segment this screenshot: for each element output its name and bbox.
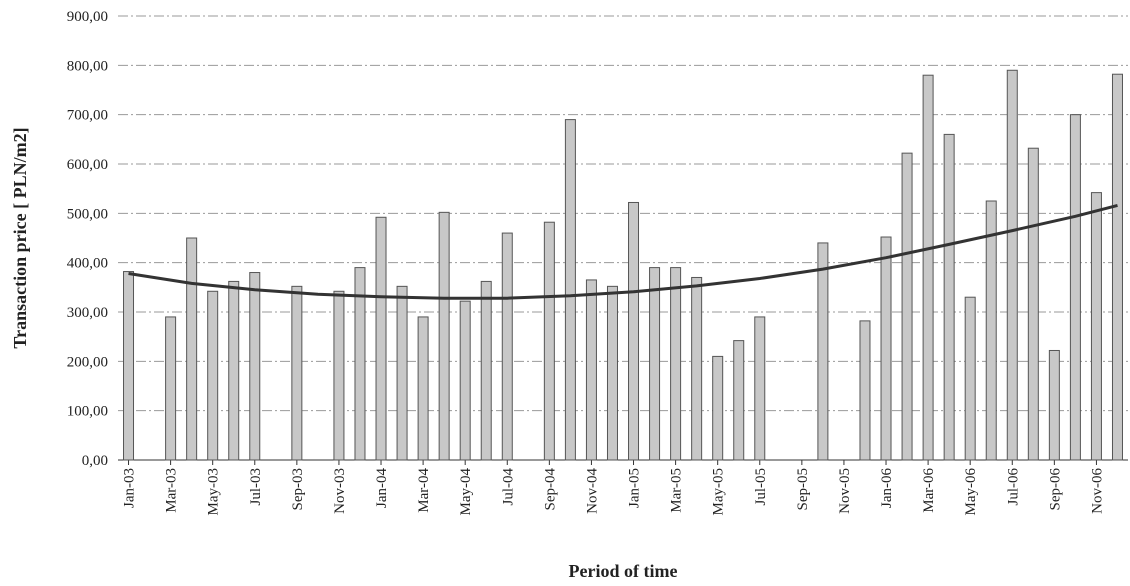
bar xyxy=(670,267,682,461)
bar xyxy=(1027,147,1039,461)
bar xyxy=(291,285,303,461)
bar xyxy=(712,355,724,461)
x-tick-label: May-06 xyxy=(963,468,979,516)
bar xyxy=(354,267,366,461)
x-tick-label: Mar-05 xyxy=(669,468,685,513)
bar xyxy=(649,267,661,461)
bar xyxy=(1090,192,1102,461)
bar xyxy=(817,242,829,461)
x-tick-label: Jul-03 xyxy=(248,468,264,506)
y-tick-label: 300,00 xyxy=(67,305,108,321)
bar xyxy=(396,285,408,461)
y-tick-label: 200,00 xyxy=(67,354,108,370)
x-tick-label: Mar-04 xyxy=(416,468,432,513)
bar xyxy=(438,211,450,461)
x-tick-label: Mar-06 xyxy=(921,468,937,513)
bar xyxy=(1006,69,1018,461)
x-tick-label: Sep-05 xyxy=(795,468,811,511)
bar xyxy=(691,276,703,461)
y-tick-label: 700,00 xyxy=(67,108,108,124)
x-tick-label: Sep-03 xyxy=(290,468,306,511)
y-tick-label: 600,00 xyxy=(67,157,108,173)
trend-line xyxy=(128,203,1118,300)
bar xyxy=(375,216,387,461)
bar xyxy=(1111,73,1123,461)
bar xyxy=(459,300,471,461)
bar xyxy=(333,290,345,461)
y-tick-label: 0,00 xyxy=(82,453,108,469)
bar xyxy=(964,296,976,461)
x-tick-label: Jan-04 xyxy=(374,468,390,508)
y-axis-title: Transaction price [ PLN/m2] xyxy=(10,127,30,348)
y-tick-label: 900,00 xyxy=(67,9,108,25)
bar xyxy=(585,279,597,461)
bar xyxy=(733,340,745,461)
bar xyxy=(628,201,640,461)
x-axis-title: Period of time xyxy=(569,561,678,581)
x-tick-label: Sep-06 xyxy=(1047,468,1063,511)
y-tick-label: 500,00 xyxy=(67,206,108,222)
bar xyxy=(1069,114,1081,461)
x-tick-label: Nov-03 xyxy=(332,468,348,514)
bar xyxy=(165,316,177,461)
y-tick-label: 400,00 xyxy=(67,256,108,272)
x-tick-label: Jan-05 xyxy=(627,468,643,508)
x-tick-label: Jul-05 xyxy=(753,468,769,506)
bar xyxy=(123,271,135,461)
x-tick-label: Nov-05 xyxy=(837,468,853,514)
x-tick-label: May-05 xyxy=(711,468,727,516)
bar xyxy=(480,280,492,461)
y-tick-label: 100,00 xyxy=(67,404,108,420)
bar xyxy=(754,316,766,461)
x-tick-label: Jan-06 xyxy=(879,468,895,508)
bar xyxy=(228,280,240,461)
bar xyxy=(859,320,871,461)
bar xyxy=(543,221,555,461)
bar xyxy=(501,232,513,461)
bar xyxy=(207,290,219,461)
x-tick-label: Nov-04 xyxy=(584,468,600,514)
bar xyxy=(943,133,955,461)
bar xyxy=(417,316,429,461)
x-tick-label: Jan-03 xyxy=(122,468,138,508)
bar xyxy=(606,285,618,461)
bar xyxy=(922,74,934,461)
y-tick-label: 800,00 xyxy=(67,58,108,74)
x-tick-label: May-03 xyxy=(206,468,222,516)
bar xyxy=(186,237,198,461)
x-tick-label: Mar-03 xyxy=(164,468,180,513)
x-tick-label: Jul-06 xyxy=(1005,467,1021,505)
bar xyxy=(985,200,997,461)
x-tick-label: Sep-04 xyxy=(542,468,558,511)
bar xyxy=(1048,349,1060,461)
bar xyxy=(249,272,261,461)
x-tick-label: May-04 xyxy=(458,468,474,516)
bar xyxy=(901,152,913,461)
bar xyxy=(564,119,576,461)
bar xyxy=(880,236,892,461)
x-tick-label: Jul-04 xyxy=(500,468,516,506)
x-tick-label: Nov-06 xyxy=(1089,468,1105,514)
